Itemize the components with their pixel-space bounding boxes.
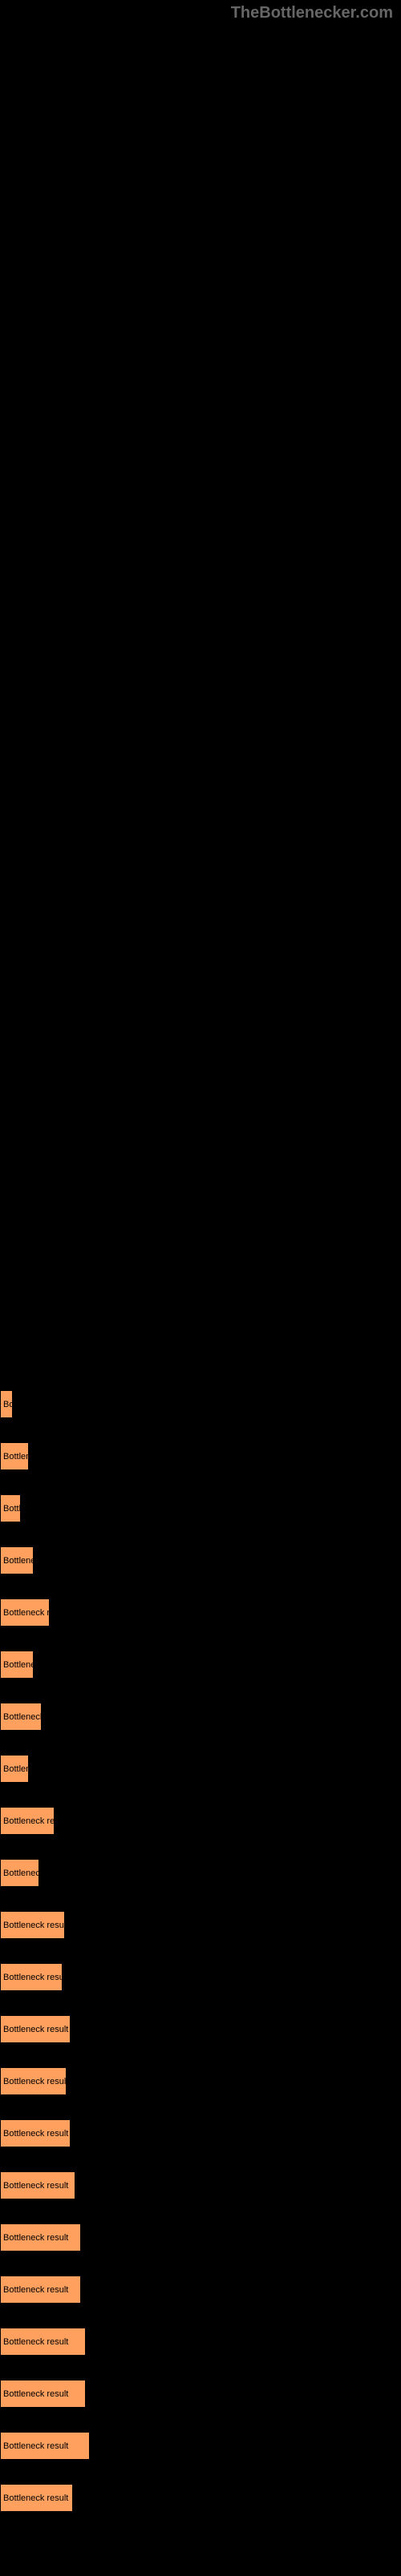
bar-label: Bottleneck result xyxy=(3,1921,65,1930)
bar-label: Bottleneck result xyxy=(3,1973,63,1982)
chart-bar: Bottleneck result xyxy=(0,2015,71,2043)
chart-bar: Bottleneck result xyxy=(0,1442,29,1470)
chart-bar: Bottleneck result xyxy=(0,2119,71,2147)
chart-bar: Bottleneck result xyxy=(0,1755,29,1783)
chart-bar: Bottleneck result xyxy=(0,2328,86,2356)
chart-bar: Bottleneck result xyxy=(0,2276,81,2304)
bar-row: Bottleneck result xyxy=(0,1911,401,1939)
bar-chart: Bottleneck result Bottleneck result Bottle… xyxy=(0,1390,401,2536)
bar-row: Bottleneck result xyxy=(0,2015,401,2043)
bar-row: Bottleneck result xyxy=(0,1807,401,1835)
bar-row: Bottleneck result xyxy=(0,1598,401,1627)
bar-row: Bottleneck result xyxy=(0,2171,401,2199)
chart-bar: Bottleneck result xyxy=(0,1859,39,1887)
bar-label: Bottleneck result xyxy=(3,2493,68,2503)
bar-row: Bottleneck result xyxy=(0,1703,401,1731)
bar-row: Bottleneck result xyxy=(0,1651,401,1679)
chart-bar: Bottleneck result xyxy=(0,1390,13,1418)
chart-bar: Bottleneck result xyxy=(0,2484,73,2512)
chart-bar: Bottleneck result xyxy=(0,1494,21,1522)
bar-label: Bottleneck result xyxy=(3,2233,68,2243)
bar-label: Bottleneck result xyxy=(3,2025,68,2034)
chart-bar: Bottleneck result xyxy=(0,2067,67,2095)
chart-bar: Bottleneck result xyxy=(0,1598,50,1627)
chart-bar: Bottleneck result xyxy=(0,1807,55,1835)
bar-label: Bottleneck result xyxy=(3,1608,50,1618)
bar-label: Bottleneck result xyxy=(3,1400,13,1409)
bar-row: Bottleneck result xyxy=(0,1755,401,1783)
bar-label: Bottleneck result xyxy=(3,2337,68,2347)
bar-label: Bottleneck result xyxy=(3,1816,55,1826)
chart-bar: Bottleneck result xyxy=(0,2380,86,2408)
bar-label: Bottleneck result xyxy=(3,2441,68,2451)
bar-row: Bottleneck result xyxy=(0,2276,401,2304)
bar-label: Bottleneck result xyxy=(3,2285,68,2295)
bar-row: Bottleneck result xyxy=(0,1546,401,1574)
bar-label: Bottleneck result xyxy=(3,1764,29,1774)
bar-row: Bottleneck result xyxy=(0,1859,401,1887)
bar-label: Bottleneck result xyxy=(3,1660,34,1670)
bar-label: Bottleneck result xyxy=(3,1869,39,1878)
chart-bar: Bottleneck result xyxy=(0,1703,42,1731)
bar-row: Bottleneck result xyxy=(0,1442,401,1470)
bar-label: Bottleneck result xyxy=(3,2129,68,2139)
bar-row: Bottleneck result xyxy=(0,2119,401,2147)
bar-row: Bottleneck result xyxy=(0,1494,401,1522)
bar-label: Bottleneck result xyxy=(3,1712,42,1722)
bar-row: Bottleneck result xyxy=(0,2432,401,2460)
watermark-text: TheBottlenecker.com xyxy=(231,4,393,22)
chart-bar: Bottleneck result xyxy=(0,2432,90,2460)
chart-bar: Bottleneck result xyxy=(0,1546,34,1574)
chart-bar: Bottleneck result xyxy=(0,1963,63,1991)
chart-bar: Bottleneck result xyxy=(0,1651,34,1679)
bar-label: Bottleneck result xyxy=(3,1452,29,1461)
bar-label: Bottleneck result xyxy=(3,2077,67,2086)
chart-bar: Bottleneck result xyxy=(0,2171,75,2199)
bar-label: Bottleneck result xyxy=(3,2181,68,2191)
chart-bar: Bottleneck result xyxy=(0,2223,81,2251)
bar-row: Bottleneck result xyxy=(0,2328,401,2356)
bar-label: Bottleneck result xyxy=(3,2389,68,2399)
chart-bar: Bottleneck result xyxy=(0,1911,65,1939)
bar-row: Bottleneck result xyxy=(0,2223,401,2251)
bar-label: Bottleneck result xyxy=(3,1556,34,1566)
bar-row: Bottleneck result xyxy=(0,2484,401,2512)
bar-row: Bottleneck result xyxy=(0,2067,401,2095)
bar-row: Bottleneck result xyxy=(0,1963,401,1991)
bar-row: Bottleneck result xyxy=(0,1390,401,1418)
bar-row: Bottleneck result xyxy=(0,2380,401,2408)
bar-label: Bottleneck result xyxy=(3,1504,21,1514)
